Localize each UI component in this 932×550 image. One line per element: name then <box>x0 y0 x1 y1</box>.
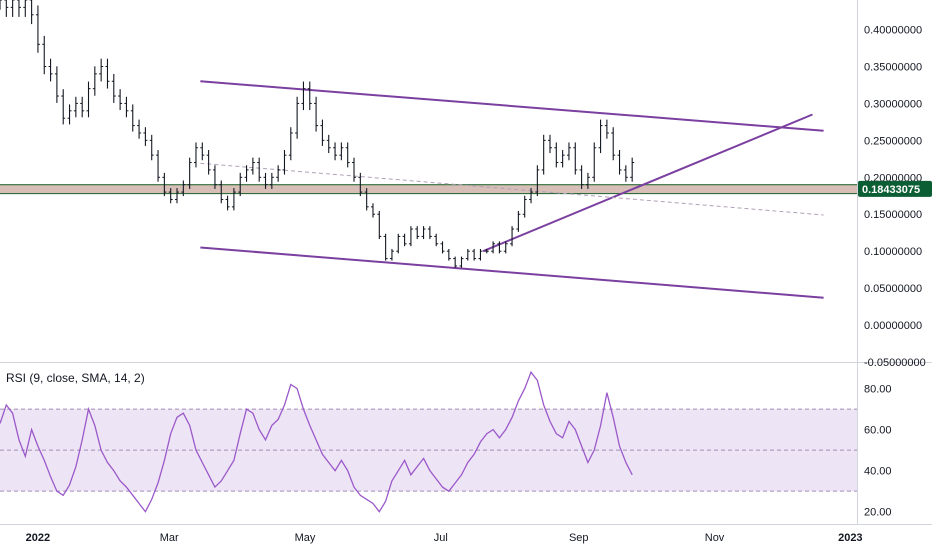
price-tick-label: 0.35000000 <box>864 61 922 73</box>
price-tick-label: -0.05000000 <box>864 357 926 369</box>
trendlines <box>0 80 857 299</box>
price-tick-label: 0.00000000 <box>864 320 922 332</box>
time-tick-label: Sep <box>569 532 589 544</box>
price-tick-label: 0.30000000 <box>864 98 922 110</box>
time-tick-label: Jul <box>434 532 448 544</box>
time-tick-label: Nov <box>705 532 725 544</box>
support-zone <box>0 184 857 194</box>
rsi-tick-label: 40.00 <box>864 466 892 478</box>
time-axis[interactable]: 2022 Mar May Jul Sep Nov 2023 <box>26 532 863 544</box>
trendline-dashed-midline <box>200 162 824 216</box>
price-y-axis[interactable]: 0.40000000 0.35000000 0.30000000 0.25000000… <box>864 25 926 369</box>
time-tick-label: 2022 <box>26 532 50 544</box>
price-tick-label: 0.10000000 <box>864 246 922 258</box>
rsi-line-group <box>0 370 633 513</box>
price-tick-label: 0.15000000 <box>864 209 922 221</box>
last-price-tag-background <box>858 180 932 197</box>
price-panel-background[interactable] <box>0 0 857 362</box>
time-tick-label: May <box>295 532 316 544</box>
time-tick-label: Mar <box>160 532 179 544</box>
price-bars <box>0 0 635 268</box>
price-tick-label: 0.40000000 <box>864 25 922 37</box>
price-tick-label: 0.05000000 <box>864 283 922 295</box>
last-price-label: 0.18433075 <box>862 184 920 196</box>
last-price-tag: 0.18433075 <box>858 180 932 197</box>
rsi-y-axis[interactable]: 80.00 60.00 40.00 20.00 <box>864 384 892 519</box>
rsi-tick-label: 20.00 <box>864 507 892 519</box>
trendline-upper-channel <box>200 80 824 132</box>
rsi-bands <box>0 408 857 492</box>
trendline-rising-support <box>482 113 813 253</box>
price-tick-label: 0.25000000 <box>864 135 922 147</box>
rsi-line <box>0 370 633 513</box>
rsi-indicator-title[interactable]: RSI (9, close, SMA, 14, 2) <box>6 371 145 385</box>
time-tick-label: 2023 <box>838 532 862 544</box>
rsi-tick-label: 80.00 <box>864 384 892 396</box>
rsi-tick-label: 60.00 <box>864 425 892 437</box>
trendline-lower-channel <box>200 246 824 299</box>
